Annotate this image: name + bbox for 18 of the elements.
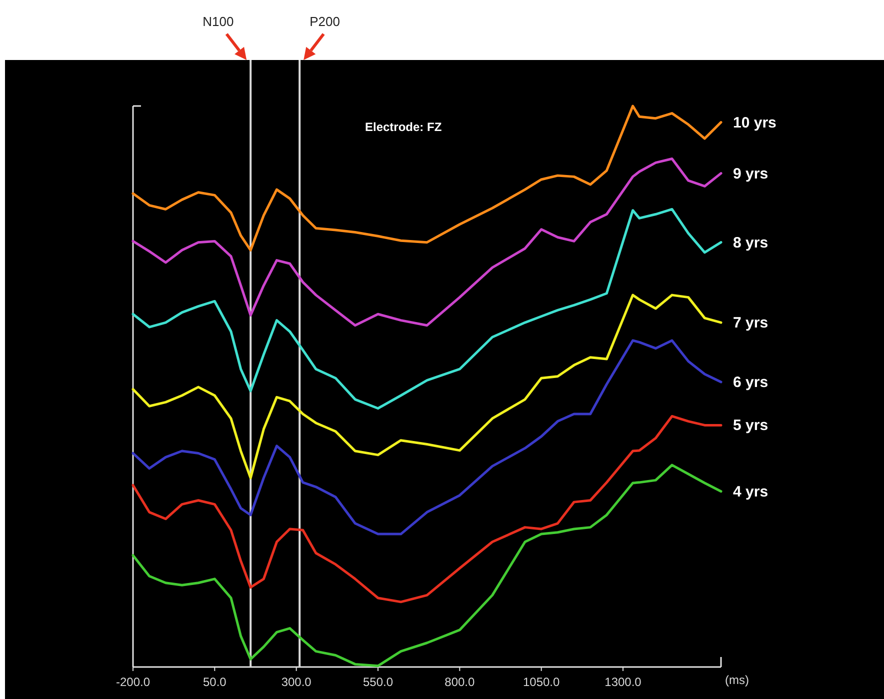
x-tick-label: 550.0: [362, 675, 394, 689]
annotation: Electrode: FZ: [365, 120, 442, 134]
series-label: 5 yrs: [733, 417, 768, 434]
ref-line-label: P200: [310, 14, 340, 29]
series-label: 4 yrs: [733, 483, 768, 500]
series-label: 7 yrs: [733, 314, 768, 332]
series-label: 10 yrs: [733, 114, 776, 132]
x-tick-label: -200.0: [116, 675, 150, 689]
series-label: 6 yrs: [733, 374, 768, 392]
x-tick-label: 800.0: [444, 675, 476, 689]
x-axis-title: (ms): [725, 673, 749, 687]
ref-line-label: N100: [202, 14, 234, 29]
x-tick-label: 300.0: [281, 675, 312, 689]
x-tick-label: 50.0: [202, 675, 227, 689]
series-label: 9 yrs: [733, 165, 768, 182]
series-label: 8 yrs: [733, 234, 768, 252]
x-tick-label: 1300.0: [604, 675, 642, 689]
x-tick-label: 1050.0: [522, 675, 560, 689]
